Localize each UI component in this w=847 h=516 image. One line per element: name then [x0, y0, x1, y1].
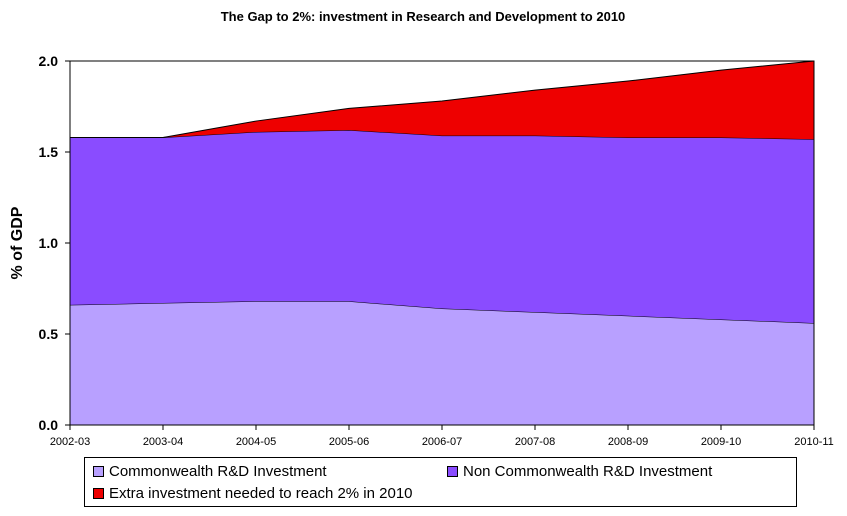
- y-axis-label: % of GDP: [9, 206, 26, 279]
- legend-swatch-commonwealth: [93, 466, 104, 477]
- y-tick-label: 2.0: [39, 53, 59, 69]
- area-series-0: [70, 301, 814, 425]
- chart-title: The Gap to 2%: investment in Research an…: [221, 9, 626, 24]
- y-tick-label: 0.5: [39, 326, 59, 342]
- area-series-1: [70, 130, 814, 324]
- x-tick-label: 2007-08: [515, 436, 555, 448]
- legend-label-commonwealth: Commonwealth R&D Investment: [109, 463, 327, 480]
- legend-item-extra-investment: Extra investment needed to reach 2% in 2…: [93, 485, 413, 502]
- x-tick-label: 2010-11: [794, 436, 834, 448]
- area-series-2: [70, 61, 814, 140]
- y-tick-label: 1.0: [39, 235, 59, 251]
- legend-item-commonwealth: Commonwealth R&D Investment: [93, 463, 327, 480]
- x-tick-label: 2003-04: [143, 436, 183, 448]
- x-tick-label: 2005-06: [329, 436, 369, 448]
- legend-swatch-non-commonwealth: [447, 466, 458, 477]
- x-tick-label: 2006-07: [422, 436, 462, 448]
- x-tick-label: 2002-03: [50, 436, 90, 448]
- x-tick-label: 2009-10: [701, 436, 741, 448]
- legend-label-extra-investment: Extra investment needed to reach 2% in 2…: [109, 485, 413, 502]
- chart-legend: Commonwealth R&D Investment Non Commonwe…: [84, 457, 797, 507]
- y-tick-label: 0.0: [39, 417, 59, 433]
- series-edge-2: [70, 60, 815, 138]
- x-tick-label: 2004-05: [236, 436, 276, 448]
- legend-item-non-commonwealth: Non Commonwealth R&D Investment: [447, 463, 712, 480]
- x-tick-label: 2008-09: [608, 436, 648, 448]
- legend-label-non-commonwealth: Non Commonwealth R&D Investment: [463, 463, 713, 480]
- legend-swatch-extra-investment: [93, 488, 104, 499]
- y-tick-label: 1.5: [39, 144, 59, 160]
